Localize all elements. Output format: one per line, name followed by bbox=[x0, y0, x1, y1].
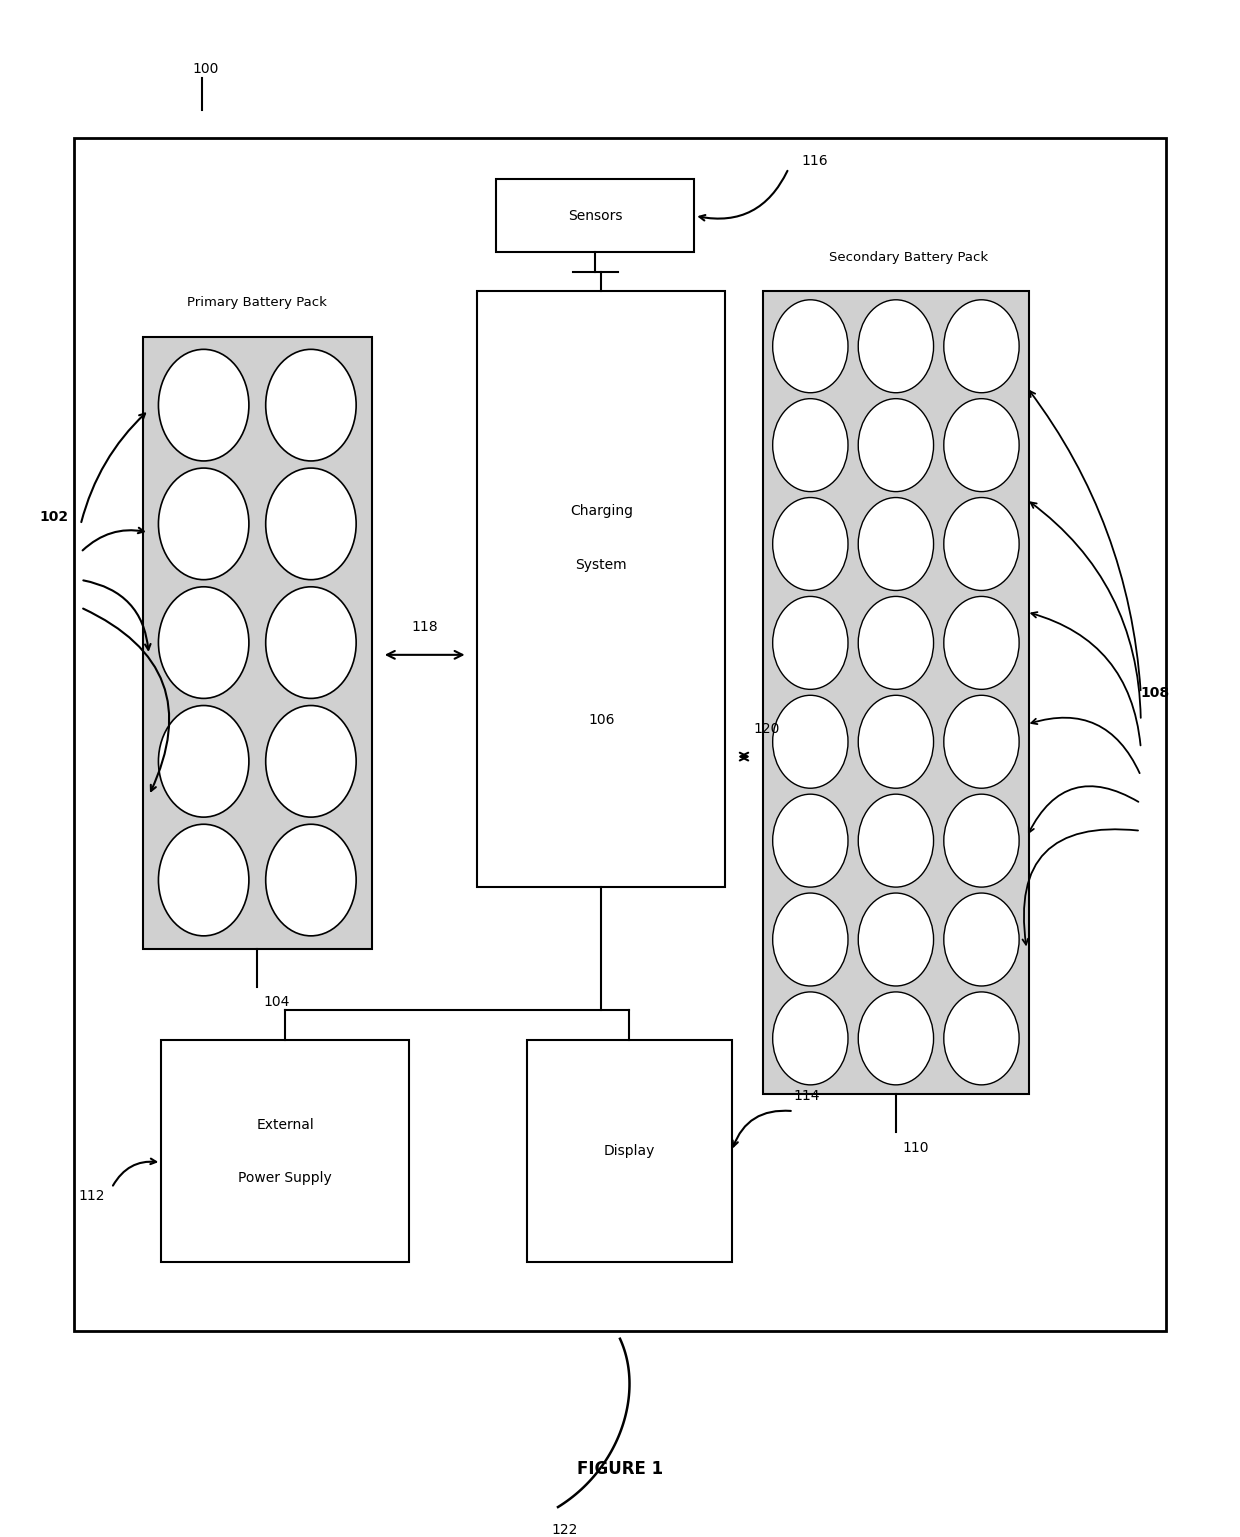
Circle shape bbox=[858, 498, 934, 590]
Circle shape bbox=[944, 498, 1019, 590]
Text: 100: 100 bbox=[192, 61, 218, 75]
Text: Display: Display bbox=[604, 1145, 655, 1159]
Circle shape bbox=[944, 893, 1019, 987]
Text: 122: 122 bbox=[552, 1523, 578, 1537]
Circle shape bbox=[858, 991, 934, 1085]
Circle shape bbox=[773, 596, 848, 690]
Text: FIGURE 1: FIGURE 1 bbox=[577, 1460, 663, 1477]
Text: 116: 116 bbox=[801, 154, 827, 168]
Text: 110: 110 bbox=[903, 1140, 929, 1154]
Circle shape bbox=[773, 795, 848, 887]
Text: External: External bbox=[257, 1117, 314, 1131]
Circle shape bbox=[773, 498, 848, 590]
Circle shape bbox=[159, 469, 249, 579]
Circle shape bbox=[858, 695, 934, 788]
Circle shape bbox=[944, 596, 1019, 690]
Circle shape bbox=[773, 300, 848, 393]
Text: Sensors: Sensors bbox=[568, 209, 622, 223]
Circle shape bbox=[265, 349, 356, 461]
Circle shape bbox=[944, 991, 1019, 1085]
Circle shape bbox=[944, 695, 1019, 788]
Circle shape bbox=[944, 398, 1019, 492]
Bar bbox=[527, 1041, 732, 1262]
Text: 106: 106 bbox=[588, 713, 615, 727]
Text: Secondary Battery Pack: Secondary Battery Pack bbox=[828, 251, 988, 263]
Circle shape bbox=[944, 300, 1019, 393]
Circle shape bbox=[858, 893, 934, 987]
Circle shape bbox=[265, 705, 356, 818]
Text: 114: 114 bbox=[794, 1088, 820, 1104]
Bar bbox=[763, 290, 1029, 1094]
Circle shape bbox=[265, 469, 356, 579]
Bar bbox=[161, 1041, 409, 1262]
Circle shape bbox=[858, 300, 934, 393]
Circle shape bbox=[159, 824, 249, 936]
Text: 102: 102 bbox=[40, 510, 68, 524]
Bar bbox=[477, 290, 725, 887]
Text: 120: 120 bbox=[753, 722, 780, 736]
Circle shape bbox=[159, 587, 249, 698]
Text: System: System bbox=[575, 558, 627, 572]
Text: 108: 108 bbox=[1141, 686, 1169, 699]
Text: Power Supply: Power Supply bbox=[238, 1171, 332, 1185]
Bar bbox=[496, 178, 694, 252]
Circle shape bbox=[858, 795, 934, 887]
Circle shape bbox=[773, 991, 848, 1085]
Circle shape bbox=[159, 349, 249, 461]
Circle shape bbox=[773, 695, 848, 788]
Circle shape bbox=[773, 398, 848, 492]
Text: 118: 118 bbox=[412, 621, 438, 635]
Circle shape bbox=[773, 893, 848, 987]
Text: 112: 112 bbox=[79, 1188, 105, 1202]
Circle shape bbox=[944, 795, 1019, 887]
Text: Primary Battery Pack: Primary Battery Pack bbox=[187, 297, 327, 309]
Circle shape bbox=[858, 596, 934, 690]
Circle shape bbox=[265, 587, 356, 698]
Bar bbox=[74, 138, 1166, 1331]
Circle shape bbox=[159, 705, 249, 818]
Text: Charging: Charging bbox=[570, 504, 632, 518]
Circle shape bbox=[858, 398, 934, 492]
Bar bbox=[143, 337, 372, 948]
Circle shape bbox=[265, 824, 356, 936]
Text: 104: 104 bbox=[263, 994, 290, 1010]
